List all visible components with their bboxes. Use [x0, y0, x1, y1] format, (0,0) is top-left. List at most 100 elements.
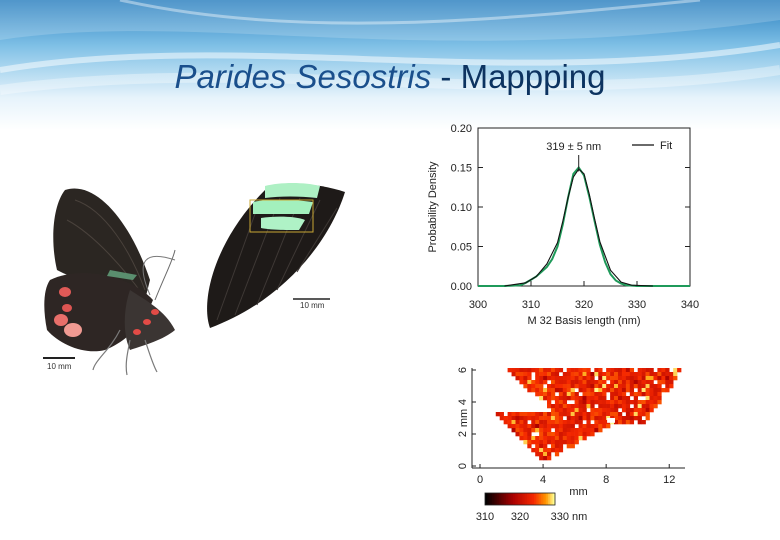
heatmap-cell	[582, 416, 587, 421]
peak-annotation: 319 ± 5 nm	[546, 141, 601, 153]
heatmap-cell	[598, 416, 603, 421]
heatmap-cell	[582, 408, 587, 413]
heatmap-cell	[554, 368, 560, 373]
heatmap-cell	[645, 404, 650, 409]
heatmap-cell	[578, 372, 583, 377]
heatmap-cell	[625, 420, 631, 425]
heatmap-cell	[665, 376, 670, 381]
heatmap-cell	[507, 420, 512, 425]
heatmap-cell	[645, 368, 650, 373]
heatmap-cell	[507, 424, 512, 429]
heatmap-cell	[602, 400, 607, 405]
heatmap-cell	[543, 388, 548, 393]
heatmap-cell	[621, 368, 627, 373]
heatmap-cell	[653, 376, 658, 381]
heatmap-cell	[633, 392, 638, 397]
heatmap-cell	[527, 372, 532, 377]
colorbar-step	[485, 493, 488, 505]
heatmap-cell	[574, 400, 579, 405]
heatmap-cell	[582, 396, 587, 401]
heatmap-cell	[539, 416, 544, 421]
heatmap-cell	[554, 376, 560, 381]
heatmap-cell	[562, 392, 568, 397]
red-spot	[54, 314, 68, 326]
heatmap-cell	[645, 380, 650, 385]
heatmap-cell	[610, 376, 615, 381]
heatmap-cell	[645, 372, 650, 377]
heatmap-cell	[566, 396, 571, 401]
y-axis-label: Probability Density	[427, 161, 439, 253]
heatmap-cell	[586, 380, 591, 385]
heatmap-cell	[543, 448, 548, 453]
heatmap-cell	[550, 384, 556, 389]
heatmap-cell	[570, 432, 575, 437]
heatmap-cell	[543, 456, 548, 461]
heatmap-cell	[531, 420, 536, 425]
heatmap-cell	[637, 420, 642, 425]
heatmap-cell	[602, 392, 607, 397]
heatmap-cell	[562, 412, 568, 417]
heatmap-cell	[535, 436, 540, 441]
colorbar-step	[499, 493, 502, 505]
heatmap-cell	[590, 428, 595, 433]
heatmap-cell	[621, 400, 627, 405]
heatmap-cell	[570, 380, 575, 385]
colorbar-step	[506, 493, 509, 505]
heatmap-cell	[621, 376, 627, 381]
heatmap-cell	[582, 376, 587, 381]
colorbar-step	[490, 493, 493, 505]
heatmap-cell	[523, 380, 528, 385]
heatmap-cell	[543, 392, 548, 397]
heatmap-cell	[550, 388, 556, 393]
heatmap-cell	[554, 432, 560, 437]
heatmap-cell	[523, 384, 528, 389]
heatmap-cell	[633, 416, 638, 421]
heatmap-cell	[511, 416, 516, 421]
heatmap-cell	[598, 408, 603, 413]
heatmap-cell	[657, 376, 662, 381]
heatmap-cell	[554, 384, 560, 389]
heatmap-cell	[606, 404, 611, 409]
heatmap-cell	[665, 388, 670, 393]
heatmap-cell	[617, 368, 623, 373]
y-tick-label: 0.20	[451, 123, 472, 135]
heatmap-cell	[582, 372, 587, 377]
heatmap-cell	[653, 372, 658, 377]
heatmap-cell	[594, 412, 599, 417]
heatmap-cell	[590, 432, 595, 437]
body-spot	[133, 329, 141, 335]
heatmap-cell	[614, 388, 619, 393]
heatmap-cell	[590, 404, 595, 409]
heatmap-cell	[574, 380, 579, 385]
heatmap-cell	[543, 372, 548, 377]
chart-series	[478, 165, 690, 287]
colorbar-tick-label: 310	[476, 511, 494, 523]
heatmap-cell	[610, 384, 615, 389]
colorbar-step	[504, 493, 507, 505]
heatmap-cell	[677, 368, 682, 373]
heatmap-cell	[535, 368, 540, 373]
y-tick-label: 0	[457, 463, 469, 469]
heatmap-cell	[590, 384, 595, 389]
heatmap-cell	[594, 428, 599, 433]
heatmap-cell	[669, 384, 674, 389]
heatmap-cell	[566, 416, 571, 421]
heatmap-cell	[539, 388, 544, 393]
heatmap-cell	[645, 376, 650, 381]
heatmap-cell	[625, 412, 631, 417]
heatmap-cell	[507, 412, 512, 417]
heatmap-cell	[614, 412, 619, 417]
heatmap-cell	[617, 404, 623, 409]
x-axis-label: mm	[569, 486, 587, 498]
y-tick-label: 6	[457, 367, 469, 373]
heatmap-cell	[527, 424, 532, 429]
heatmap-cell	[554, 388, 560, 393]
x-tick-label: 0	[477, 474, 483, 486]
heatmap-cell	[610, 400, 615, 405]
heatmap-cell	[547, 412, 552, 417]
heatmap-cell	[570, 428, 575, 433]
heatmap-cell	[629, 376, 635, 381]
heatmap-cell	[562, 440, 568, 445]
heatmap-cell	[547, 388, 552, 393]
heatmap-cell	[554, 420, 560, 425]
